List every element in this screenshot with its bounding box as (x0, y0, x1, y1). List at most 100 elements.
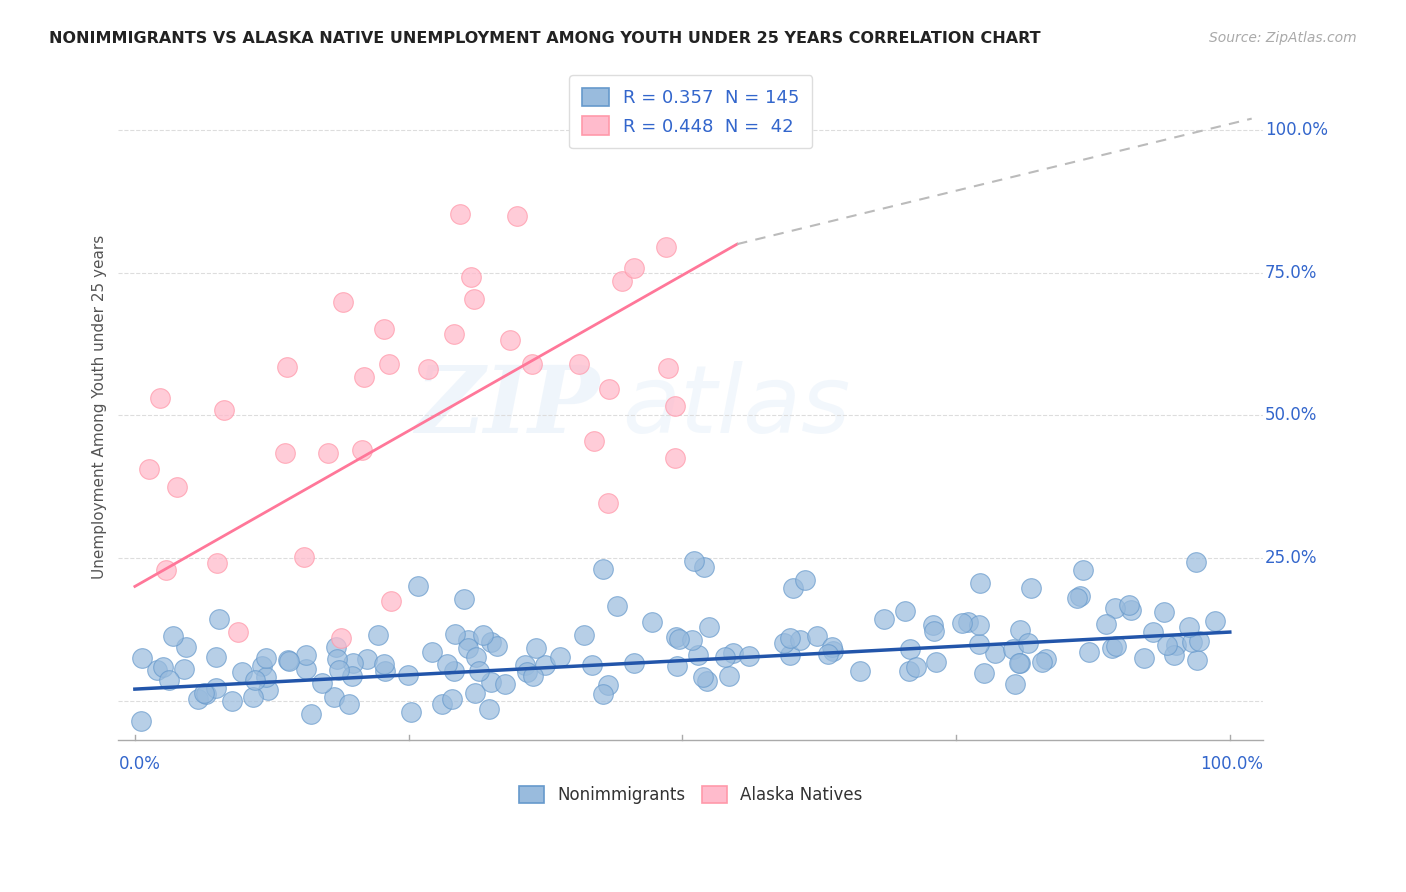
Point (1071, 563, 1094, 577)
Point (569, 123, 592, 137)
Point (318, 446, 340, 460)
Point (353, 370, 375, 384)
Point (457, 640, 479, 655)
Point (574, 123, 596, 137)
Point (311, 676, 333, 690)
Text: Source: ZipAtlas.com: Source: ZipAtlas.com (1209, 31, 1357, 45)
Point (276, 360, 298, 375)
Point (821, 640, 844, 654)
Point (195, 687, 218, 701)
Point (373, 657, 395, 671)
Point (793, 574, 815, 588)
Point (817, 647, 839, 661)
Point (1156, 639, 1178, 653)
Text: atlas: atlas (621, 361, 851, 452)
Point (1164, 638, 1187, 652)
Point (1185, 653, 1208, 667)
Point (193, 686, 215, 700)
Point (534, 658, 557, 673)
Point (294, 648, 316, 662)
Point (1185, 555, 1208, 569)
Point (1204, 614, 1226, 628)
Point (922, 624, 945, 639)
Point (623, 260, 645, 275)
Legend: Nonimmigrants, Alaska Natives: Nonimmigrants, Alaska Natives (510, 778, 870, 813)
Point (738, 648, 761, 663)
Point (1031, 655, 1053, 669)
Text: 25.0%: 25.0% (1265, 549, 1317, 567)
Point (806, 629, 828, 643)
Point (162, 629, 184, 643)
Point (374, 664, 396, 678)
Point (956, 615, 979, 629)
Point (772, 636, 794, 650)
Point (973, 665, 995, 680)
Point (693, 560, 716, 574)
Point (550, 650, 572, 665)
Point (449, 207, 471, 221)
Point (226, 624, 249, 639)
Point (568, 357, 591, 371)
Point (242, 690, 264, 704)
Point (1104, 600, 1126, 615)
Point (666, 658, 689, 673)
Point (1142, 625, 1164, 640)
Point (460, 269, 482, 284)
Point (1133, 651, 1156, 665)
Point (969, 637, 991, 651)
Point (606, 599, 628, 613)
Y-axis label: Unemployment Among Youth under 25 years: Unemployment Among Youth under 25 years (93, 235, 107, 579)
Point (436, 657, 458, 672)
Point (330, 631, 353, 645)
Point (582, 434, 605, 449)
Point (1078, 645, 1101, 659)
Point (131, 650, 153, 665)
Point (465, 650, 488, 665)
Point (299, 707, 322, 722)
Point (598, 382, 620, 396)
Point (342, 656, 364, 670)
Point (692, 670, 714, 684)
Point (441, 692, 464, 706)
Point (821, 643, 844, 657)
Point (592, 562, 614, 576)
Point (592, 687, 614, 701)
Point (683, 554, 706, 568)
Point (328, 663, 350, 677)
Point (1153, 605, 1175, 619)
Point (221, 694, 243, 708)
Point (205, 650, 228, 665)
Text: 100.0%: 100.0% (1199, 755, 1263, 772)
Point (723, 646, 745, 660)
Text: 100.0%: 100.0% (1265, 121, 1327, 139)
Point (922, 618, 945, 632)
Point (273, 446, 295, 460)
Point (323, 690, 346, 704)
Point (664, 400, 686, 414)
Point (294, 662, 316, 676)
Point (432, 698, 454, 712)
Point (1008, 657, 1031, 671)
Point (1105, 639, 1128, 653)
Point (443, 626, 465, 640)
Point (1188, 634, 1211, 648)
Text: 75.0%: 75.0% (1265, 264, 1317, 282)
Point (472, 628, 495, 642)
Point (664, 450, 686, 465)
Point (1095, 617, 1118, 632)
Point (292, 550, 315, 565)
Point (686, 648, 709, 662)
Point (420, 645, 443, 659)
Point (278, 654, 301, 668)
Point (166, 480, 188, 494)
Point (897, 664, 920, 678)
Point (373, 322, 395, 336)
Point (644, 123, 666, 137)
Point (596, 677, 619, 691)
Point (479, 634, 502, 648)
Point (350, 443, 373, 458)
Point (898, 641, 921, 656)
Point (515, 658, 537, 673)
Point (664, 630, 686, 644)
Point (1066, 591, 1088, 605)
